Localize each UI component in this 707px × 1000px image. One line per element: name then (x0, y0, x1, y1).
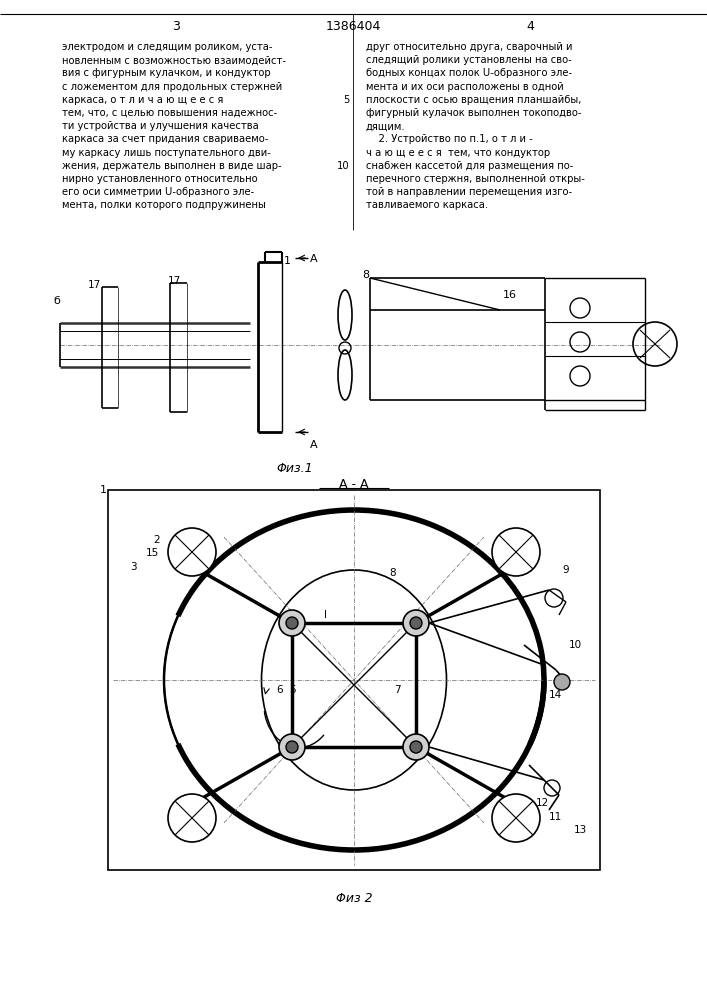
Text: I: I (324, 610, 327, 620)
Text: плоскости с осью вращения планшайбы,: плоскости с осью вращения планшайбы, (366, 95, 581, 105)
Text: 8: 8 (362, 270, 369, 280)
Circle shape (286, 617, 298, 629)
Text: мента и их оси расположены в одной: мента и их оси расположены в одной (366, 82, 563, 92)
Circle shape (286, 741, 298, 753)
Text: каркаса, о т л и ч а ю щ е е с я: каркаса, о т л и ч а ю щ е е с я (62, 95, 223, 105)
Text: A: A (310, 254, 317, 264)
Text: жения, держатель выполнен в виде шар-: жения, держатель выполнен в виде шар- (62, 161, 281, 171)
Text: следящий ролики установлены на сво-: следящий ролики установлены на сво- (366, 55, 572, 65)
Text: 9: 9 (562, 565, 568, 575)
Text: снабжен кассетой для размещения по-: снабжен кассетой для размещения по- (366, 161, 573, 171)
Text: 17: 17 (168, 276, 181, 286)
Text: Φиз 2: Φиз 2 (336, 892, 373, 905)
Text: электродом и следящим роликом, уста-: электродом и следящим роликом, уста- (62, 42, 272, 52)
Text: каркаса за счет придания свариваемо-: каркаса за счет придания свариваемо- (62, 134, 269, 144)
Text: 12: 12 (536, 798, 549, 808)
Text: 2: 2 (153, 535, 160, 545)
Text: фигурный кулачок выполнен токоподво-: фигурный кулачок выполнен токоподво- (366, 108, 581, 118)
Circle shape (403, 610, 429, 636)
Circle shape (168, 528, 216, 576)
Text: ти устройства и улучшения качества: ти устройства и улучшения качества (62, 121, 259, 131)
Text: 1: 1 (284, 256, 291, 266)
Text: тем, что, с целью повышения надежнос-: тем, что, с целью повышения надежнос- (62, 108, 277, 118)
Circle shape (279, 734, 305, 760)
Text: 5: 5 (289, 685, 296, 695)
Text: 17: 17 (88, 280, 101, 290)
Text: с ложементом для продольных стержней: с ложементом для продольных стержней (62, 82, 282, 92)
Text: 2. Устройство по п.1, о т л и -: 2. Устройство по п.1, о т л и - (366, 134, 533, 144)
Circle shape (403, 734, 429, 760)
Text: 14: 14 (549, 690, 562, 700)
Text: дящим.: дящим. (366, 121, 406, 131)
Text: 4: 4 (282, 740, 288, 750)
Text: его оси симметрии U-образного эле-: его оси симметрии U-образного эле- (62, 187, 255, 197)
Text: новленным с возможностью взаимодейст-: новленным с возможностью взаимодейст- (62, 55, 286, 65)
Text: 1: 1 (100, 485, 107, 495)
Circle shape (410, 617, 422, 629)
Text: 10: 10 (569, 640, 582, 650)
Text: 1386404: 1386404 (325, 19, 380, 32)
Text: 4: 4 (526, 19, 534, 32)
Circle shape (168, 794, 216, 842)
Text: мента, полки которого подпружинены: мента, полки которого подпружинены (62, 200, 266, 210)
Text: тавливаемого каркаса.: тавливаемого каркаса. (366, 200, 488, 210)
Text: бодных концах полок U-образного эле-: бодных концах полок U-образного эле- (366, 68, 572, 78)
Text: друг относительно друга, сварочный и: друг относительно друга, сварочный и (366, 42, 573, 52)
Text: 16: 16 (503, 290, 517, 300)
Text: 5: 5 (344, 95, 350, 105)
Text: нирно установленного относительно: нирно установленного относительно (62, 174, 257, 184)
Text: 6: 6 (276, 685, 283, 695)
Text: 15: 15 (146, 548, 159, 558)
Text: той в направлении перемещения изго-: той в направлении перемещения изго- (366, 187, 572, 197)
Text: Φиз.1: Φиз.1 (276, 462, 313, 475)
Text: 3: 3 (172, 19, 180, 32)
Text: A - A: A - A (339, 478, 369, 491)
Text: вия с фигурным кулачком, и кондуктор: вия с фигурным кулачком, и кондуктор (62, 68, 271, 78)
Circle shape (410, 741, 422, 753)
Bar (108, 490, 600, 870)
Text: му каркасу лишь поступательного дви-: му каркасу лишь поступательного дви- (62, 148, 271, 158)
Text: б: б (53, 296, 60, 306)
Text: 11: 11 (549, 812, 562, 822)
Text: 7: 7 (394, 685, 401, 695)
Text: ч а ю щ е е с я  тем, что кондуктор: ч а ю щ е е с я тем, что кондуктор (366, 148, 550, 158)
Text: перечного стержня, выполненной откры-: перечного стержня, выполненной откры- (366, 174, 585, 184)
Circle shape (279, 610, 305, 636)
Text: 10: 10 (337, 161, 350, 171)
Text: 3: 3 (130, 562, 136, 572)
Text: 13: 13 (574, 825, 588, 835)
Circle shape (554, 674, 570, 690)
Text: A: A (310, 440, 317, 450)
Circle shape (492, 794, 540, 842)
Circle shape (492, 528, 540, 576)
Text: 8: 8 (389, 568, 396, 578)
